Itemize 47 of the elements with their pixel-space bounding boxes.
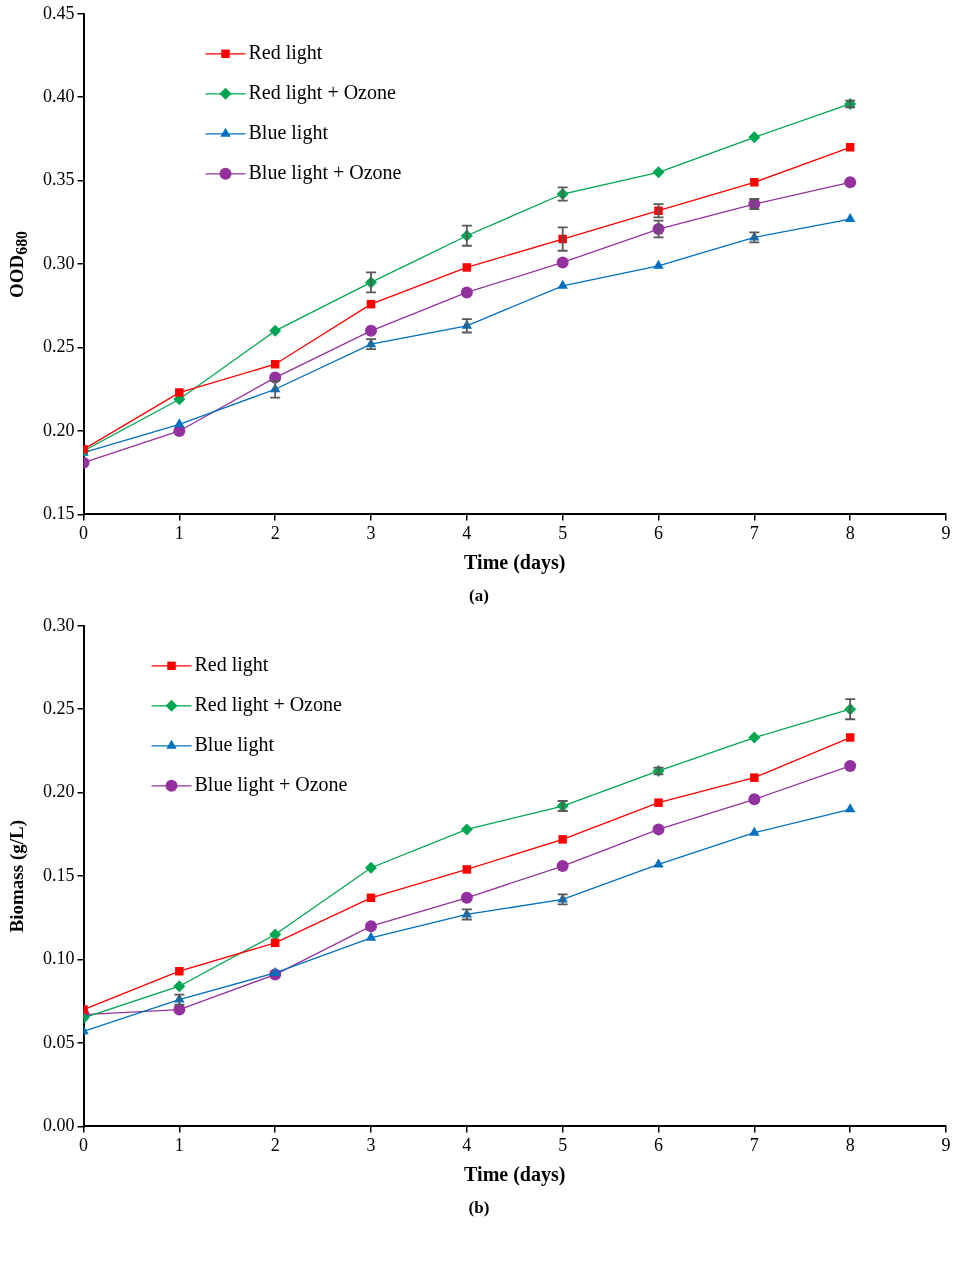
x-tick-label: 2 xyxy=(270,1134,280,1155)
x-axis-title: Time (days) xyxy=(464,551,566,575)
y-axis-title: Biomass (g/L) xyxy=(6,819,28,933)
x-tick-label: 8 xyxy=(845,522,855,543)
legend-label: Red light xyxy=(194,653,269,677)
y-tick-label: 0.30 xyxy=(43,252,75,273)
x-tick-label: 2 xyxy=(270,522,280,543)
x-tick-label: 1 xyxy=(174,1134,184,1155)
y-tick-label: 0.20 xyxy=(43,781,75,802)
x-axis-title: Time (days) xyxy=(464,1163,566,1187)
y-tick-label: 0.45 xyxy=(43,2,75,23)
legend-label: Red light xyxy=(248,41,323,65)
x-tick-label: 3 xyxy=(366,1134,376,1155)
legend-label: Blue light xyxy=(248,121,329,145)
x-tick-label: 0 xyxy=(79,1134,88,1155)
x-tick-label: 9 xyxy=(941,522,951,543)
y-tick-label: 0.00 xyxy=(43,1115,75,1136)
x-tick-label: 0 xyxy=(79,522,88,543)
y-tick-label: 0.35 xyxy=(43,169,75,190)
x-tick-label: 1 xyxy=(174,522,184,543)
x-tick-label: 4 xyxy=(462,1134,472,1155)
y-tick-label: 0.15 xyxy=(43,864,75,885)
y-tick-label: 0.15 xyxy=(43,503,75,524)
text: (b) xyxy=(467,1197,491,1219)
y-tick-label: 0.05 xyxy=(43,1031,75,1052)
y-tick-label: 0.30 xyxy=(43,614,75,635)
y-tick-label: 0.25 xyxy=(43,697,75,718)
x-tick-label: 5 xyxy=(558,1134,568,1155)
legend-label: Red light + Ozone xyxy=(248,81,396,105)
y-tick-label: 0.10 xyxy=(43,948,75,969)
legend-label: Blue light + Ozone xyxy=(248,161,402,185)
x-tick-label: 6 xyxy=(654,522,663,543)
x-tick-label: 7 xyxy=(749,522,759,543)
x-tick-label: 5 xyxy=(558,522,568,543)
legend-label: Red light + Ozone xyxy=(194,693,342,717)
y-tick-label: 0.40 xyxy=(43,85,75,106)
y-tick-label: 0.20 xyxy=(43,419,75,440)
x-tick-label: 7 xyxy=(749,1134,759,1155)
legend-label: Blue light xyxy=(194,733,275,757)
x-tick-label: 6 xyxy=(654,1134,663,1155)
y-tick-label: 0.25 xyxy=(43,336,75,357)
legend-label: Blue light + Ozone xyxy=(194,773,348,797)
x-tick-label: 3 xyxy=(366,522,376,543)
x-tick-label: 4 xyxy=(462,522,472,543)
x-tick-label: 8 xyxy=(845,1134,855,1155)
x-tick-label: 9 xyxy=(941,1134,951,1155)
text: (a) xyxy=(468,585,490,607)
